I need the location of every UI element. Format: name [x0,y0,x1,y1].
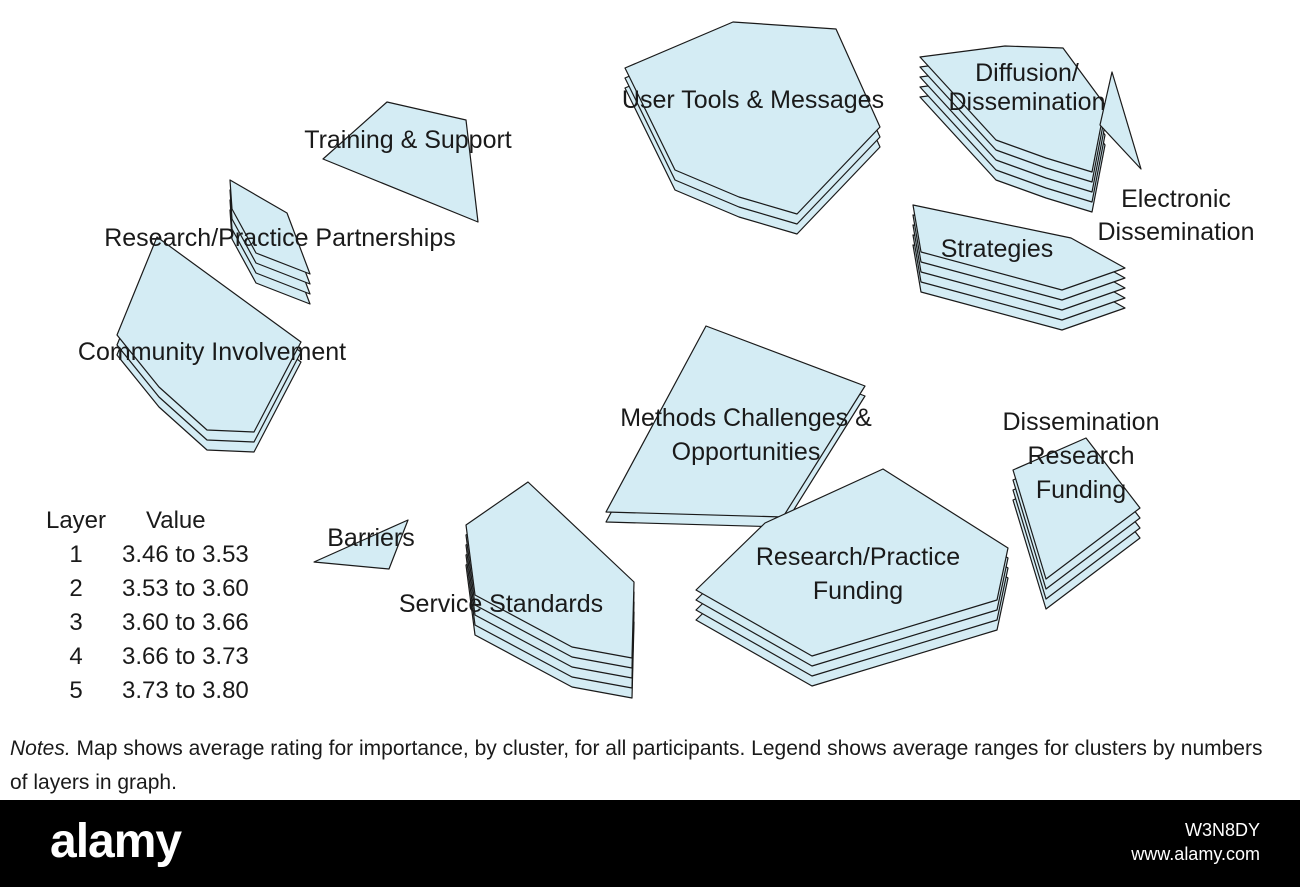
cluster-methods [605,325,866,528]
legend-value: 3.66 to 3.73 [122,643,249,670]
legend-header-value: Value [146,507,206,534]
cluster-layer [313,519,409,570]
legend-row: 4 3.66 to 3.73 [30,640,249,674]
cluster-training [322,101,479,223]
cluster-label-line: Funding [1036,476,1126,504]
cluster-layer [695,468,1009,657]
legend-layer: 1 [69,541,83,568]
cluster-label-line: Research/Practice Partnerships [104,224,456,252]
cluster-layer [229,179,311,275]
cluster-layer [919,45,1106,173]
cluster-barriers [313,519,409,570]
cluster-label-diffusion: Diffusion/Dissemination [948,59,1105,116]
legend-header-layer: Layer [45,507,107,534]
cluster-layer [912,204,1126,291]
cluster-diffusion [919,45,1106,213]
cluster-label-line: Opportunities [672,438,821,466]
cluster-label-line: Funding [813,577,903,605]
legend-value: 3.73 to 3.80 [122,677,249,704]
legend-row: 5 3.73 to 3.80 [30,674,249,708]
cluster-label-strategies: Strategies [941,235,1054,263]
legend-value: 3.60 to 3.66 [122,609,249,636]
cluster-layer [624,21,881,215]
cluster-label-line: Strategies [941,235,1054,263]
cluster-label-line: User Tools & Messages [622,86,884,114]
cluster-label-line: Dissemination [1097,218,1254,246]
watermark-url: www.alamy.com [1131,844,1260,864]
cluster-label-line: Dissemination [948,88,1105,116]
cluster-layer [465,481,635,659]
legend-row: 1 3.46 to 3.53 [30,538,249,572]
cluster-rp-partnerships [229,179,311,305]
cluster-label-dissem-research: Dissemination Research Funding [1002,408,1159,504]
cluster-label-line: Training & Support [304,126,512,154]
cluster-community [116,236,302,453]
legend-layer: 2 [69,575,83,602]
cluster-label-line: Research/Practice [756,543,960,571]
cluster-label-line: Methods Challenges & [620,404,872,432]
legend-row: 3 3.60 to 3.66 [30,606,249,640]
legend-layer: 4 [69,643,83,670]
cluster-rp-funding [695,468,1009,687]
figure-notes: Notes. Map shows average rating for impo… [10,732,1280,800]
cluster-label-line: Diffusion/ [975,59,1079,87]
cluster-layer [605,325,866,518]
cluster-user-tools [624,21,881,235]
cluster-label-community: Community Involvement [78,338,346,366]
watermark-image-id: W3N8DY [1184,820,1260,840]
cluster-label-line: Barriers [327,524,415,552]
legend-layer: 5 [69,677,83,704]
cluster-layer [322,101,479,223]
legend-table: Layer Value 1 3.46 to 3.53 2 3.53 to 3.6… [30,504,249,708]
cluster-label-electronic: Electronic Dissemination [1097,185,1254,246]
layer-legend: Layer Value 1 3.46 to 3.53 2 3.53 to 3.6… [30,504,249,708]
cluster-layer [1012,437,1141,580]
cluster-label-barriers: Barriers [327,524,415,552]
cluster-label-line: Service Standards [399,590,603,618]
cluster-label-line: Electronic [1121,185,1231,213]
notes-text: Map shows average rating for importance,… [10,737,1263,794]
legend-value: 3.46 to 3.53 [122,541,249,568]
cluster-electronic [1099,71,1142,170]
cluster-label-rp-funding: Research/Practice Funding [756,543,960,605]
cluster-service [465,481,635,699]
legend-row: 2 3.53 to 3.60 [30,572,249,606]
cluster-label-line: Community Involvement [78,338,346,366]
cluster-strategies [912,204,1126,331]
watermark-logo: alamy [50,815,182,868]
cluster-label-service: Service Standards [399,590,603,618]
notes-prefix: Notes. [10,737,71,760]
cluster-label-methods: Methods Challenges & Opportunities [620,404,872,466]
watermark-bar: alamy W3N8DY www.alamy.com [0,800,1300,887]
cluster-layer [1099,71,1142,170]
legend-value: 3.53 to 3.60 [122,575,249,602]
cluster-layer [116,236,302,433]
cluster-dissem-research [1012,437,1141,610]
legend-layer: 3 [69,609,83,636]
cluster-map: User Tools & Messages Diffusion/Dissemina… [78,21,1255,699]
cluster-label-line: Research [1028,442,1135,470]
legend-header: Layer Value [30,504,249,538]
cluster-label-rp-partnerships: Research/Practice Partnerships [104,224,456,252]
cluster-label-training: Training & Support [304,126,512,154]
cluster-label-user-tools: User Tools & Messages [622,86,884,114]
cluster-label-line: Dissemination [1002,408,1159,436]
